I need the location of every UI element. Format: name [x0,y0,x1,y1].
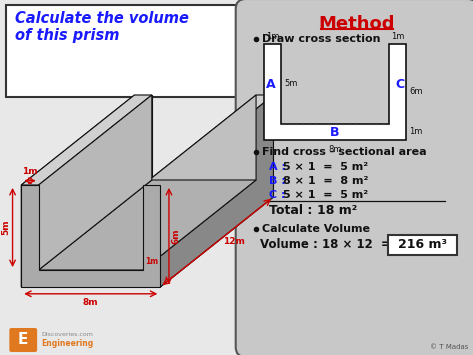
Polygon shape [39,180,256,270]
Text: 18 m²: 18 m² [317,204,358,218]
Text: 1m: 1m [391,32,404,41]
Polygon shape [21,95,134,287]
Text: Discoveries.com: Discoveries.com [41,333,93,338]
Text: 1m: 1m [266,32,279,41]
Text: 1m: 1m [22,166,38,176]
Text: Find cross - sectional area: Find cross - sectional area [262,147,426,157]
Polygon shape [263,44,406,140]
Text: Draw cross section: Draw cross section [262,34,380,44]
Text: E: E [18,333,28,348]
Polygon shape [134,95,273,197]
FancyBboxPatch shape [387,235,457,255]
Text: 8m: 8m [83,298,98,307]
Text: 8m: 8m [328,145,342,154]
Polygon shape [143,95,273,185]
Text: B :: B : [270,176,286,186]
Polygon shape [39,95,152,270]
Text: Calculate the volume
of this prism: Calculate the volume of this prism [15,11,189,43]
Text: 216 m³: 216 m³ [398,239,447,251]
Text: Volume : 18 × 12  =: Volume : 18 × 12 = [260,239,390,251]
Text: Engineering: Engineering [41,339,93,349]
Text: C: C [395,77,404,91]
Text: 1m: 1m [410,127,423,137]
Text: Total :: Total : [270,204,313,218]
Text: 1m: 1m [145,257,158,266]
Text: A :: A : [270,162,287,172]
Text: C :: C : [270,190,286,200]
Text: © T Madas: © T Madas [429,344,468,350]
Text: 5m: 5m [1,220,10,235]
Text: 5m: 5m [284,80,298,88]
Text: 6m: 6m [410,87,423,97]
Polygon shape [160,95,273,287]
Text: A: A [266,77,275,91]
Text: Method: Method [319,15,395,33]
FancyBboxPatch shape [9,328,37,352]
Text: B: B [330,126,340,138]
Text: 12m: 12m [223,237,245,246]
Polygon shape [143,95,256,270]
Polygon shape [21,95,152,185]
Text: 5 × 1  =  5 m²: 5 × 1 = 5 m² [283,162,368,172]
Text: 8 × 1  =  8 m²: 8 × 1 = 8 m² [283,176,369,186]
Text: 6m: 6m [172,228,181,244]
FancyBboxPatch shape [236,0,473,355]
Polygon shape [21,197,273,287]
FancyBboxPatch shape [6,5,236,97]
Polygon shape [21,185,160,287]
Text: 5 × 1  =  5 m²: 5 × 1 = 5 m² [283,190,368,200]
Text: Calculate Volume: Calculate Volume [262,224,369,234]
